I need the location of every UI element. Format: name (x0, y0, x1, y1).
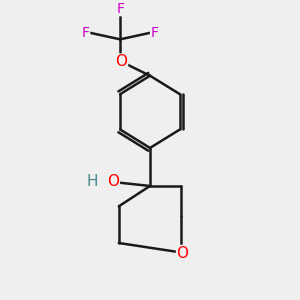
Text: F: F (82, 26, 90, 40)
Text: F: F (116, 2, 124, 16)
Text: O: O (177, 245, 189, 260)
Text: O: O (116, 54, 128, 69)
Text: H: H (87, 174, 98, 189)
Text: F: F (151, 26, 159, 40)
Text: O: O (107, 174, 119, 189)
